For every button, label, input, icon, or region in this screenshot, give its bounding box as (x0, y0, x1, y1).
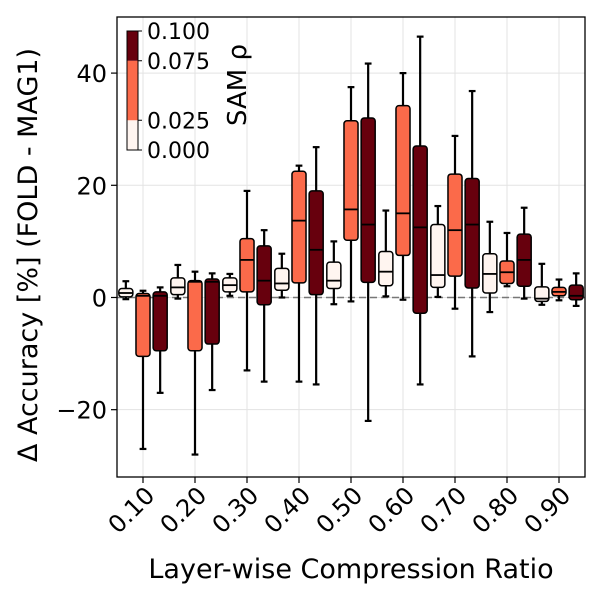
box (135, 289, 151, 451)
box-body (464, 177, 480, 289)
y-tick-label: 40 (76, 60, 107, 88)
box (308, 146, 324, 386)
y-tick-label: −20 (56, 397, 107, 425)
x-axis-ticks: 0.100.200.300.400.500.600.700.800.90 (103, 477, 577, 539)
box (395, 71, 411, 301)
box-plot-series (118, 35, 584, 456)
box-body (308, 190, 324, 296)
x-tick-label: 0.90 (519, 481, 577, 539)
box-body (395, 104, 411, 257)
box (447, 134, 463, 310)
x-tick-label: 0.20 (155, 481, 213, 539)
x-tick-label: 0.40 (259, 481, 317, 539)
box-body (170, 277, 186, 296)
box (464, 89, 480, 358)
colorbar-tick-label: 0.075 (147, 50, 210, 75)
box-body (239, 237, 255, 293)
box (239, 189, 255, 372)
series-0.000 (118, 204, 550, 314)
x-tick-label: 0.10 (103, 481, 161, 539)
box (534, 262, 550, 306)
box (499, 231, 515, 288)
box (482, 220, 498, 314)
y-tick-label: 20 (76, 172, 107, 200)
y-axis-ticks: −20 0 20 40 (56, 60, 117, 425)
x-tick-label: 0.80 (467, 481, 525, 539)
box (378, 209, 394, 298)
colorbar: 0.000 0.025 0.075 0.100 (126, 20, 210, 164)
box (568, 272, 584, 308)
colorbar-segment (127, 60, 138, 121)
box (256, 229, 272, 383)
box (187, 270, 203, 456)
box (360, 62, 376, 423)
box-body (274, 267, 290, 291)
box-body (343, 120, 359, 242)
box (204, 272, 220, 392)
colorbar-frame (126, 30, 139, 151)
grid-lines (117, 17, 585, 477)
colorbar-segment (127, 120, 138, 150)
box (326, 240, 342, 306)
box-body (430, 223, 446, 289)
colorbar-tick-label: 0.100 (147, 20, 210, 45)
box-body (291, 170, 307, 284)
box-body (152, 291, 168, 352)
box (170, 263, 186, 300)
x-tick-label: 0.60 (363, 481, 421, 539)
series-0.100 (152, 35, 584, 423)
box (291, 164, 307, 383)
box-body (204, 278, 220, 345)
colorbar-segment (127, 31, 138, 61)
box-body (187, 279, 203, 352)
box (412, 35, 428, 386)
colorbar-title: SAM ρ (223, 44, 253, 126)
box (551, 278, 567, 302)
box (222, 272, 238, 297)
box-body (568, 284, 584, 301)
box (118, 280, 134, 301)
box (152, 286, 168, 394)
y-tick-label: 0 (92, 284, 107, 312)
box (430, 204, 446, 299)
x-axis-label: Layer-wise Compression Ratio (148, 554, 553, 585)
box-body (378, 250, 394, 287)
colorbar-tick-label: 0.025 (147, 109, 210, 134)
colorbar-tick-label: 0.000 (147, 139, 210, 164)
box-body (326, 261, 342, 290)
box-body (256, 245, 272, 306)
box (343, 86, 359, 303)
box-body (360, 117, 376, 284)
y-axis-label: Δ Accuracy [%] (FOLD - MAG1) (13, 48, 44, 462)
x-tick-label: 0.30 (207, 481, 265, 539)
x-tick-label: 0.50 (311, 481, 369, 539)
series-0.050 (135, 71, 567, 456)
box-body (447, 173, 463, 277)
box (516, 206, 532, 300)
box-body (135, 292, 151, 358)
x-tick-label: 0.70 (415, 481, 473, 539)
box (274, 252, 290, 299)
box-body (412, 145, 428, 314)
